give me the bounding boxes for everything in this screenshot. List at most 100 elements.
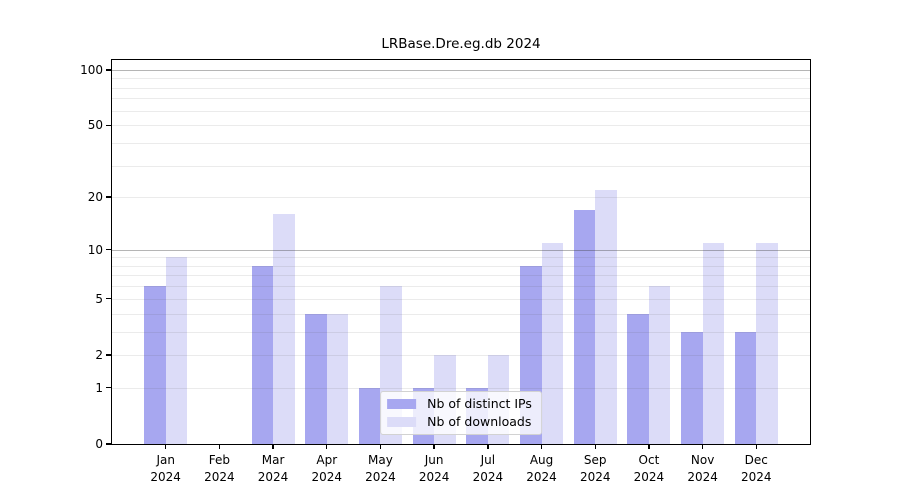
x-tick-mark-apr: [326, 444, 328, 449]
bar-downloads-apr: [326, 313, 349, 444]
bar-downloads-nov: [702, 242, 725, 444]
x-tick-mark-aug: [540, 444, 543, 449]
x-tick-label-mar: Mar 2024: [243, 452, 303, 486]
x-tick-mark-oct: [648, 444, 650, 449]
x-tick-label-aug: Aug 2024: [512, 452, 572, 486]
y-tick-mark-2: [106, 354, 112, 356]
gridline-minor-90: [112, 78, 810, 80]
x-tick-mark-jan: [164, 444, 167, 449]
x-tick-label-sep: Sep 2024: [565, 452, 625, 486]
gridline-minor-7: [112, 275, 810, 277]
legend-row-distinct-ips: Nb of distinct IPs: [387, 397, 532, 411]
bar-distinct-ips-may: [358, 387, 381, 444]
legend-label-distinct-ips: Nb of distinct IPs: [427, 396, 532, 411]
bar-downloads-jan: [165, 257, 188, 444]
x-tick-year: 2024: [633, 470, 665, 484]
bar-downloads-dec: [756, 242, 778, 444]
bar-downloads-mar: [273, 214, 295, 444]
gridline-minor-70: [112, 98, 810, 100]
legend-label-downloads: Nb of downloads: [427, 414, 532, 429]
x-tick-month: Mar: [261, 453, 285, 467]
bar-distinct-ips-dec: [734, 331, 757, 444]
y-tick-mark-0: [106, 443, 112, 445]
gridline-major-100: [112, 69, 810, 71]
x-tick-label-feb: Feb 2024: [189, 452, 249, 486]
x-tick-label-jun: Jun 2024: [404, 452, 464, 486]
bar-distinct-ips-jan: [144, 286, 166, 444]
gridline-minor-20: [112, 197, 810, 199]
bar-distinct-ips-oct: [627, 313, 649, 444]
y-tick-mark-100: [106, 69, 112, 71]
x-tick-mark-jun: [433, 444, 435, 449]
y-tick-mark-1: [106, 387, 112, 389]
gridline-minor-60: [112, 110, 810, 112]
y-tick-mark-5: [106, 298, 112, 300]
gridline-minor-50: [112, 125, 810, 127]
x-tick-label-jan: Jan 2024: [136, 452, 196, 486]
gridline-minor-30: [112, 165, 810, 167]
plot-area: Nb of distinct IPs Nb of downloads: [111, 59, 811, 445]
legend: Nb of distinct IPs Nb of downloads: [380, 391, 542, 435]
y-tick-label-10: 10: [87, 242, 103, 257]
y-tick-label-1: 1: [95, 380, 103, 395]
x-tick-label-oct: Oct 2024: [619, 452, 679, 486]
gridline-minor-1: [112, 387, 810, 389]
x-tick-label-apr: Apr 2024: [297, 452, 357, 486]
x-tick-month: Apr: [316, 453, 338, 467]
legend-row-downloads: Nb of downloads: [387, 415, 532, 429]
x-tick-month: Sep: [583, 453, 607, 467]
x-tick-label-jul: Jul 2024: [458, 452, 518, 486]
y-tick-label-20: 20: [87, 190, 103, 205]
x-tick-label-nov: Nov 2024: [673, 452, 733, 486]
x-tick-year: 2024: [579, 470, 611, 484]
x-tick-year: 2024: [311, 470, 343, 484]
gridline-minor-5: [112, 298, 810, 300]
x-tick-month: Jun: [424, 453, 444, 467]
y-tick-label-5: 5: [95, 291, 103, 306]
x-tick-mark-jul: [487, 444, 489, 449]
gridline-minor-3: [112, 331, 810, 333]
legend-swatch-downloads: [387, 417, 417, 427]
gridline-major-10: [112, 249, 810, 251]
legend-swatch-distinct-ips: [387, 399, 417, 409]
x-tick-month: Jul: [480, 453, 496, 467]
gridline-minor-80: [112, 87, 810, 89]
x-tick-month: Oct: [638, 453, 660, 467]
grid-layer: [112, 60, 810, 444]
x-tick-month: Jan: [156, 453, 175, 467]
gridline-minor-2: [112, 354, 810, 356]
x-tick-mark-feb: [218, 444, 221, 449]
x-tick-year: 2024: [365, 470, 396, 484]
x-tick-year: 2024: [418, 470, 450, 484]
x-tick-year: 2024: [687, 470, 718, 484]
gridline-minor-8: [112, 265, 810, 267]
x-tick-label-dec: Dec 2024: [726, 452, 786, 486]
x-tick-mark-mar: [272, 444, 274, 449]
x-tick-label-may: May 2024: [350, 452, 410, 486]
y-tick-mark-50: [106, 124, 112, 126]
bar-downloads-aug: [541, 242, 564, 444]
x-tick-month: May: [368, 453, 393, 467]
x-tick-year: 2024: [526, 470, 557, 484]
x-tick-year: 2024: [257, 470, 289, 484]
x-tick-year: 2024: [150, 470, 181, 484]
gridline-minor-6: [112, 286, 810, 288]
x-tick-year: 2024: [204, 470, 235, 484]
bar-distinct-ips-sep: [573, 209, 596, 444]
x-tick-month: Nov: [690, 453, 715, 467]
x-tick-mark-may: [379, 444, 382, 449]
y-tick-mark-20: [106, 196, 112, 198]
y-tick-label-100: 100: [80, 62, 103, 77]
x-tick-mark-dec: [755, 444, 757, 449]
y-tick-label-50: 50: [87, 118, 103, 133]
chart-title: LRBase.Dre.eg.db 2024: [381, 36, 541, 52]
bar-distinct-ips-mar: [251, 265, 274, 444]
x-tick-year: 2024: [472, 470, 504, 484]
gridline-minor-4: [112, 313, 810, 315]
bar-downloads-oct: [648, 286, 671, 444]
y-tick-label-0: 0: [95, 437, 103, 451]
x-tick-month: Dec: [744, 453, 768, 467]
x-tick-month: Feb: [208, 453, 230, 467]
x-tick-mark-sep: [594, 444, 596, 449]
